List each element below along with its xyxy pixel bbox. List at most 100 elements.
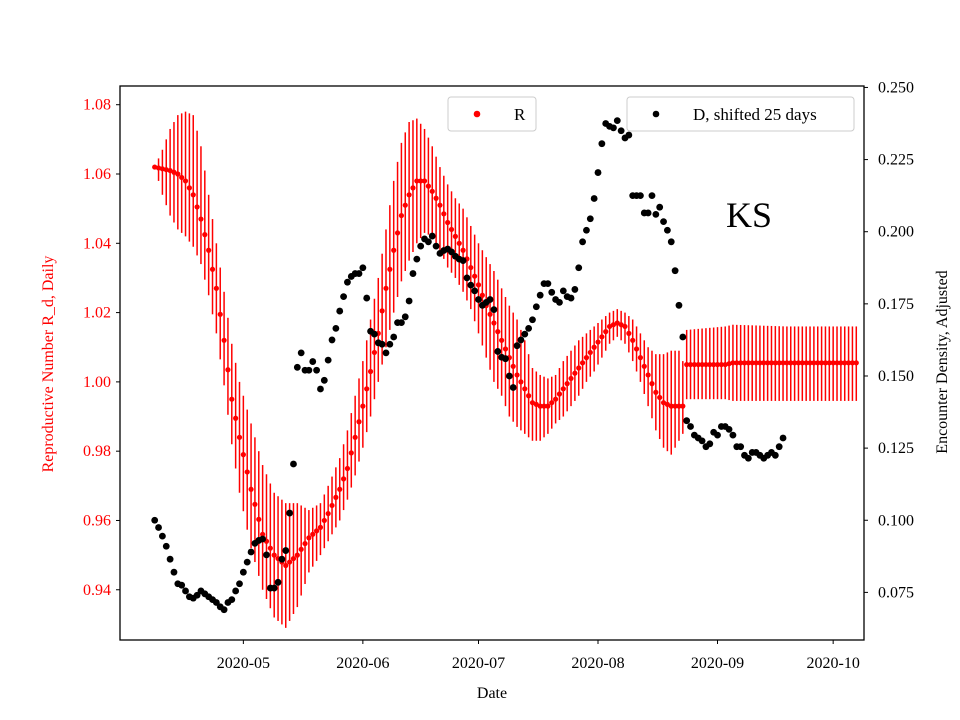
- d-point: [313, 366, 321, 374]
- r-point: [622, 323, 628, 330]
- d-point: [559, 287, 567, 295]
- d-point: [332, 324, 340, 332]
- r-point: [356, 419, 362, 425]
- r-point: [641, 363, 647, 369]
- r-point: [468, 264, 474, 271]
- plot-frame: [119, 85, 865, 641]
- d-point: [490, 306, 498, 314]
- d-point: [725, 425, 733, 433]
- x-tick-label: 2020-10: [806, 655, 859, 672]
- r-point: [784, 360, 790, 366]
- r-point: [198, 216, 204, 222]
- r-point: [379, 308, 385, 314]
- r-point: [306, 535, 312, 541]
- d-point: [617, 127, 625, 135]
- r-point: [186, 185, 192, 191]
- r-point: [583, 355, 590, 361]
- r-point: [202, 232, 208, 238]
- r-point: [553, 396, 559, 402]
- y-right-tick-label: 0.225: [878, 152, 914, 169]
- d-point: [286, 509, 294, 517]
- d-point: [355, 270, 363, 277]
- r-point: [630, 337, 636, 343]
- d-point: [744, 454, 752, 462]
- d-point: [637, 192, 644, 200]
- r-point: [761, 360, 767, 366]
- d-point: [166, 555, 174, 563]
- r-point: [394, 230, 401, 236]
- d-point: [390, 333, 398, 341]
- r-point: [437, 202, 443, 208]
- d-point: [459, 257, 467, 264]
- d-point: [424, 238, 432, 246]
- r-point: [568, 375, 574, 382]
- r-point: [545, 403, 551, 409]
- r-point: [367, 368, 374, 375]
- d-point: [386, 340, 394, 348]
- r-point: [348, 450, 354, 456]
- d-point: [378, 340, 386, 348]
- r-point: [213, 285, 219, 291]
- r-point: [691, 361, 697, 368]
- r-point: [283, 562, 289, 569]
- r-point: [456, 240, 462, 246]
- d-point: [363, 294, 371, 302]
- d-point: [336, 307, 344, 315]
- r-point: [340, 476, 347, 482]
- r-point: [788, 360, 794, 366]
- d-point: [575, 264, 583, 272]
- r-point: [838, 360, 844, 366]
- r-point: [225, 367, 231, 373]
- r-point: [452, 233, 458, 239]
- r-point: [337, 486, 343, 492]
- d-point: [679, 333, 687, 341]
- r-point: [799, 360, 805, 366]
- d-point: [405, 297, 413, 305]
- r-point: [591, 344, 597, 350]
- y-right-tick-label: 0.250: [878, 79, 914, 96]
- r-point: [795, 360, 802, 366]
- r-point: [294, 552, 300, 558]
- legend-r[interactable]: R: [447, 96, 537, 132]
- d-point: [309, 358, 317, 365]
- r-point: [418, 178, 424, 184]
- r-point: [765, 360, 771, 366]
- r-point: [707, 361, 713, 368]
- d-point: [579, 238, 586, 246]
- r-point: [271, 552, 277, 558]
- d-point: [502, 355, 509, 363]
- r-point: [387, 266, 393, 272]
- d-point: [648, 192, 656, 200]
- r-point: [475, 282, 482, 288]
- d-point: [344, 278, 351, 286]
- y-left-tick-label: 0.94: [83, 582, 111, 599]
- r-point: [599, 334, 605, 340]
- r-point: [352, 434, 358, 440]
- r-point: [738, 360, 744, 366]
- r-point: [314, 528, 320, 534]
- d-point: [305, 366, 313, 374]
- r-point: [190, 192, 196, 198]
- y-right-tick-label: 0.125: [878, 440, 914, 457]
- r-point: [818, 360, 825, 366]
- d-point: [567, 294, 575, 302]
- d-point: [544, 280, 552, 288]
- d-point: [583, 226, 590, 234]
- r-point: [233, 415, 239, 421]
- legend-d[interactable]: D, shifted 25 days: [626, 96, 855, 132]
- r-point: [680, 403, 686, 409]
- r-point: [845, 360, 852, 366]
- r-point: [603, 329, 609, 335]
- d-point: [486, 296, 494, 303]
- x-tick-label: 2020-09: [691, 655, 744, 672]
- d-point: [282, 547, 290, 554]
- d-point: [675, 301, 683, 309]
- d-point: [151, 516, 159, 524]
- r-point: [310, 531, 316, 537]
- r-point: [633, 346, 640, 352]
- d-point: [220, 606, 228, 614]
- r-point: [745, 360, 751, 366]
- r-point: [537, 403, 543, 409]
- d-point: [398, 319, 405, 327]
